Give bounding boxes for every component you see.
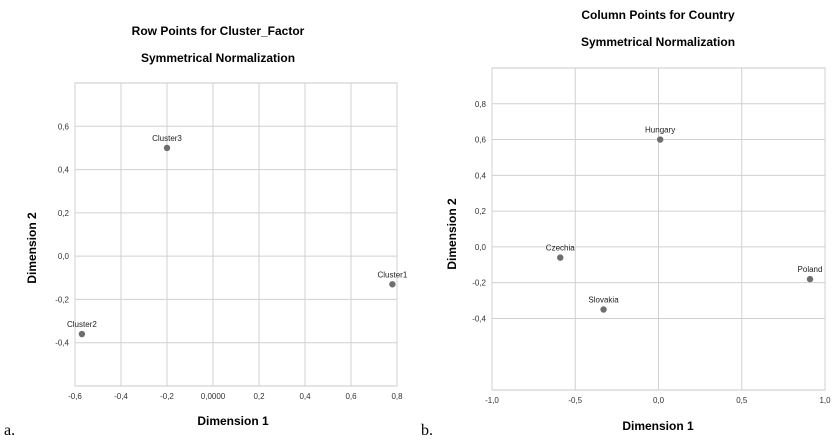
x-tick-label: 0,0: [653, 396, 665, 405]
point-label: Hungary: [645, 126, 675, 135]
y-tick-label: 0,2: [475, 207, 487, 216]
x-tick-label: 0,5: [736, 396, 748, 405]
chart-subtitle: Symmetrical Normalization: [141, 51, 295, 65]
point-label: Cluster1: [378, 270, 408, 279]
x-tick-label: 0,6: [345, 392, 357, 401]
y-tick-label: 0,2: [58, 209, 70, 218]
y-tick-label: 0,4: [58, 166, 70, 175]
point-label: Czechia: [546, 244, 575, 253]
plot-area: -1,0 -0,5 0,0 0,5 1,0 -0,4 -0,2 0,0 0,2 0,4 0,6 0,8…: [472, 67, 831, 405]
data-point: [163, 144, 171, 152]
y-tick-label: -0,2: [55, 295, 69, 304]
point-label: Slovakia: [588, 296, 619, 305]
chart-title: Column Points for Country: [581, 8, 735, 22]
x-tick-label: 1,0: [819, 396, 831, 405]
x-tick-label: -1,0: [485, 396, 499, 405]
point-label: Poland: [798, 265, 823, 274]
y-tick-label: 0,6: [58, 122, 70, 131]
data-point: [389, 281, 396, 288]
y-axis-label: Dimension 2: [445, 198, 459, 270]
data-point: [78, 330, 86, 338]
chart-title: Row Points for Cluster_Factor: [132, 24, 305, 38]
x-tick-label: -0,5: [568, 396, 582, 405]
x-tick-label: 0,0000: [201, 392, 226, 401]
y-tick-label: -0,2: [472, 279, 486, 288]
y-axis-label: Dimension 2: [25, 212, 39, 284]
data-point: [656, 136, 664, 143]
column-points-chart: Column Points for Country Symmetrical No…: [445, 8, 831, 433]
x-axis-label: Dimension 1: [622, 419, 694, 433]
x-tick-label: -0,6: [68, 392, 82, 401]
row-points-chart: Row Points for Cluster_Factor Symmetrica…: [25, 24, 408, 428]
x-tick-label: 0,4: [299, 392, 311, 401]
data-point: [557, 254, 564, 261]
x-tick-label: -0,4: [114, 392, 128, 401]
plot-area: -0,6 -0,4 -0,2 0,0000 0,2 0,4 0,6 0,8 -0,4 -0,2 0,…: [55, 82, 408, 401]
y-tick-label: 0,8: [475, 100, 487, 109]
y-tick-label: 0,6: [475, 136, 487, 145]
x-axis-label: Dimension 1: [197, 414, 269, 428]
data-point: [806, 275, 814, 283]
data-point: [600, 306, 607, 313]
y-tick-label: 0,0: [475, 243, 487, 252]
panel-label-b: b.: [421, 422, 433, 439]
x-tick-label: -0,2: [160, 392, 174, 401]
point-label: Cluster2: [67, 320, 97, 329]
x-tick-label: 0,8: [391, 392, 403, 401]
chart-subtitle: Symmetrical Normalization: [581, 35, 735, 49]
y-tick-label: 0,4: [475, 171, 487, 180]
panel-label-a: a.: [4, 422, 16, 439]
y-tick-label: -0,4: [55, 339, 69, 348]
plot-frame: [74, 82, 398, 387]
y-tick-label: -0,4: [472, 314, 486, 323]
point-label: Cluster3: [152, 134, 182, 143]
x-tick-label: 0,2: [253, 392, 265, 401]
y-tick-label: 0,0: [58, 252, 70, 261]
